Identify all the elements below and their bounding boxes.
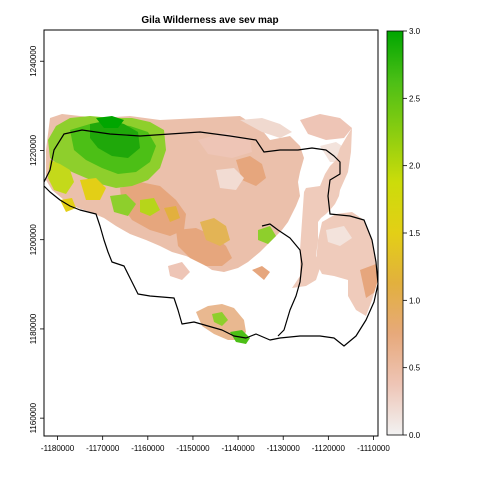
- x-tick-label: -1110000: [357, 444, 390, 453]
- x-tick-label: -1180000: [41, 444, 75, 453]
- x-tick-label: -1140000: [221, 444, 255, 453]
- x-tick-label: -1160000: [131, 444, 165, 453]
- legend-tick-label: 2.5: [409, 94, 421, 103]
- x-tick-label: -1170000: [86, 444, 120, 453]
- x-tick-label: -1120000: [312, 444, 346, 453]
- y-tick-label: 1160000: [29, 402, 38, 433]
- x-axis: -1180000 -1170000 -1160000 -1150000 -1140000…: [41, 436, 390, 453]
- legend-tick-label: 0.0: [409, 431, 421, 440]
- y-tick-label: 1180000: [29, 313, 38, 344]
- legend-tick-label: 0.5: [409, 364, 421, 373]
- legend-colorbar: 0.0 0.5 1.0 1.5 2.0 2.5 3.0: [387, 27, 421, 440]
- map-title: Gila Wilderness ave sev map: [141, 15, 278, 26]
- x-tick-label: -1150000: [176, 444, 210, 453]
- legend-tick-label: 1.0: [409, 296, 421, 305]
- legend-gradient: [387, 31, 403, 435]
- legend-tick-label: 3.0: [409, 27, 421, 36]
- legend-tick-label: 1.5: [409, 229, 421, 238]
- legend-tick-label: 2.0: [409, 162, 421, 171]
- y-axis: 1160000 1180000 1200000 1220000 1240000: [29, 45, 44, 433]
- y-tick-label: 1220000: [29, 134, 38, 166]
- y-tick-label: 1240000: [29, 45, 38, 77]
- x-tick-label: -1130000: [267, 444, 301, 453]
- y-tick-label: 1200000: [29, 224, 38, 256]
